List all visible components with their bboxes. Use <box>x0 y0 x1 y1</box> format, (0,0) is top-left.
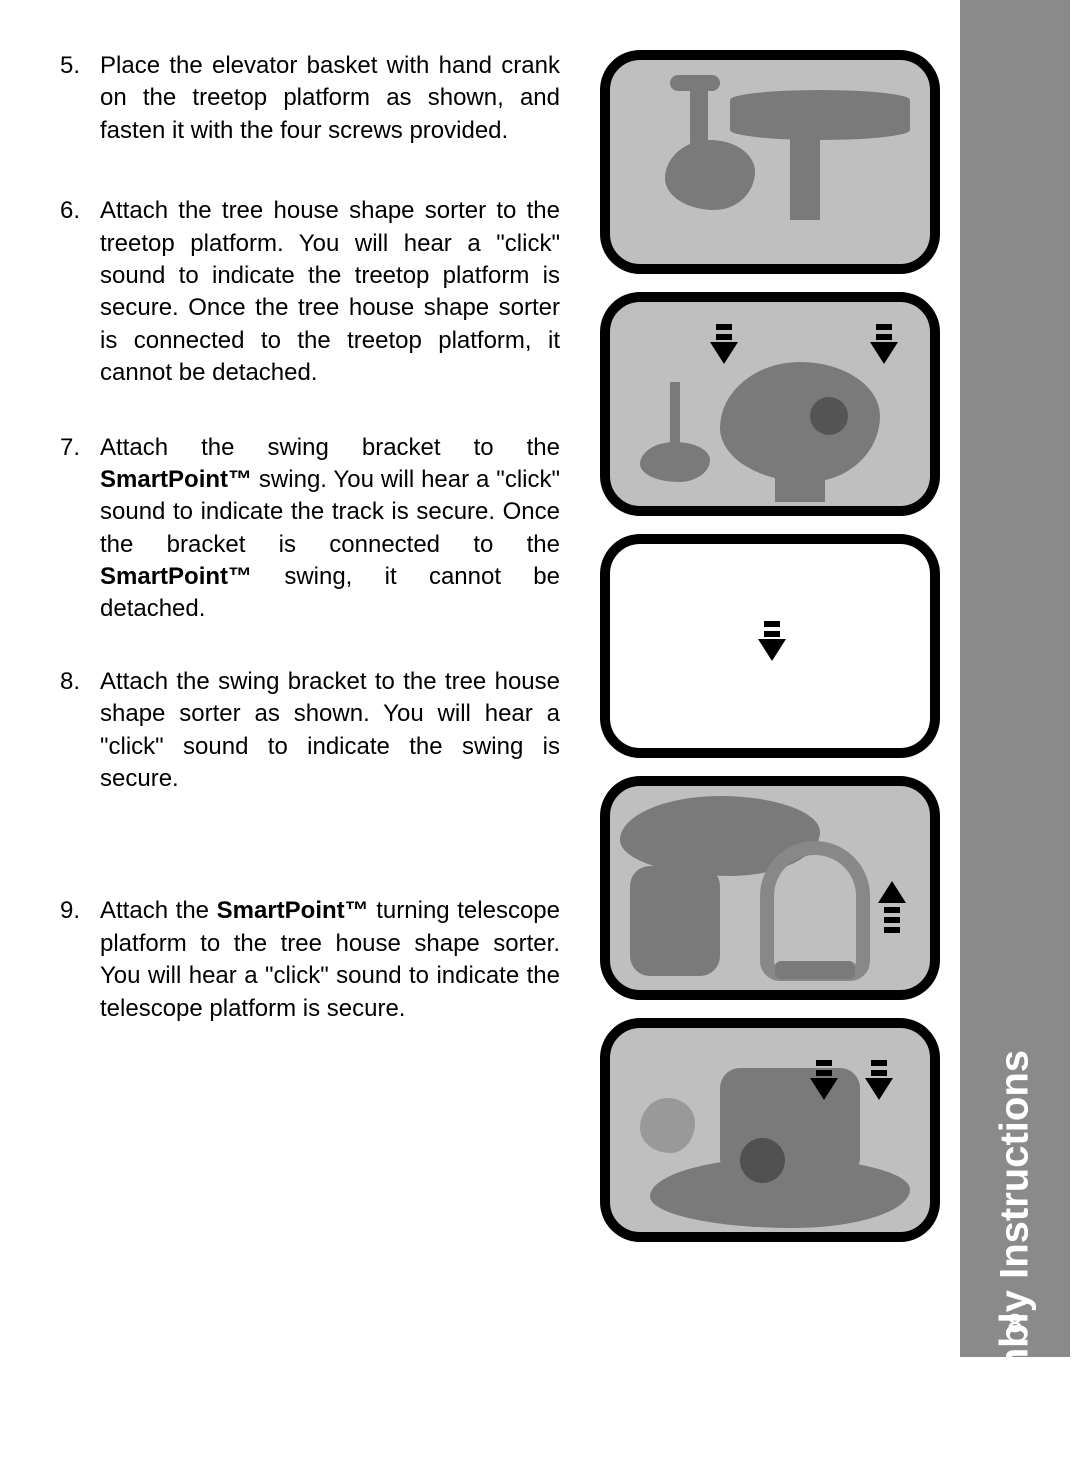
page: 5. Place the elevator basket with hand c… <box>0 0 1080 1357</box>
arrow-down-icon <box>710 342 738 364</box>
figure-step-7 <box>600 534 940 758</box>
figure-step-9 <box>600 1018 940 1242</box>
step-number: 7. <box>60 432 100 626</box>
page-number: 8 <box>1008 1308 1022 1339</box>
arrow-up-icon <box>878 881 906 903</box>
section-sidebar: Assembly Instructions 8 <box>960 0 1070 1357</box>
instructions-column: 5. Place the elevator basket with hand c… <box>0 0 580 1357</box>
step-7: 7. Attach the swing bracket to the Smart… <box>60 432 560 626</box>
step-text: Attach the swing bracket to the tree hou… <box>100 666 560 796</box>
step-9: 9. Attach the SmartPoint™ turning telesc… <box>60 895 560 1025</box>
figure-step-6 <box>600 292 940 516</box>
step-6: 6. Attach the tree house shape sorter to… <box>60 195 560 389</box>
figure-step-5 <box>600 50 940 274</box>
arrow-down-icon <box>810 1078 838 1100</box>
step-number: 9. <box>60 895 100 1025</box>
section-title: Assembly Instructions <box>993 1050 1038 1479</box>
step-text: Attach the swing bracket to the SmartPoi… <box>100 432 560 626</box>
step-number: 6. <box>60 195 100 389</box>
step-text: Attach the SmartPoint™ turning telescope… <box>100 895 560 1025</box>
step-5: 5. Place the elevator basket with hand c… <box>60 50 560 147</box>
arrow-down-icon <box>865 1078 893 1100</box>
figure-step-8 <box>600 776 940 1000</box>
step-8: 8. Attach the swing bracket to the tree … <box>60 666 560 796</box>
figures-column <box>580 0 960 1357</box>
step-number: 8. <box>60 666 100 796</box>
step-text: Place the elevator basket with hand cran… <box>100 50 560 147</box>
arrow-down-icon <box>870 342 898 364</box>
step-number: 5. <box>60 50 100 147</box>
arrow-down-icon <box>758 639 786 661</box>
step-text: Attach the tree house shape sorter to th… <box>100 195 560 389</box>
